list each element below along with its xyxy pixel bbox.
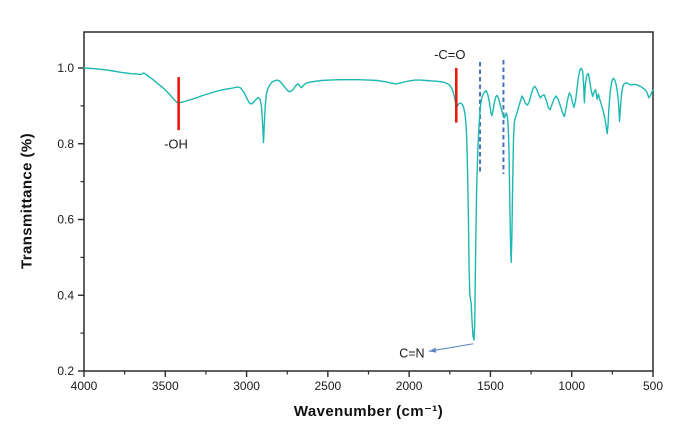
x-tick-label: 1000 (558, 379, 585, 393)
y-axis-title: Transmittance (%) (18, 133, 36, 269)
x-tick-label: 3000 (233, 379, 260, 393)
cn-arrow-head (429, 347, 437, 353)
y-tick-label: 0.4 (57, 288, 74, 302)
y-tick-label: 0.2 (57, 364, 74, 378)
spectrum-curve (83, 67, 654, 341)
co-label: -C=O (434, 47, 465, 62)
x-tick-label: 3500 (152, 379, 179, 393)
cn-peak-label: C=N (399, 346, 424, 360)
x-tick-label: 1500 (477, 379, 504, 393)
x-axis-title: Wavenumber (cm⁻¹) (293, 403, 444, 420)
x-tick-label: 500 (643, 379, 663, 393)
x-tick-label: 4000 (71, 379, 98, 393)
plot-area (83, 31, 654, 372)
x-tick-label: 2500 (315, 379, 342, 393)
cn-arrow-line (428, 343, 474, 352)
oh-label: -OH (164, 136, 188, 151)
y-tick-label: 0.8 (57, 137, 74, 151)
y-tick-label: 1.0 (57, 61, 74, 75)
y-tick-label: 0.6 (57, 213, 74, 227)
x-tick-label: 2000 (396, 379, 423, 393)
